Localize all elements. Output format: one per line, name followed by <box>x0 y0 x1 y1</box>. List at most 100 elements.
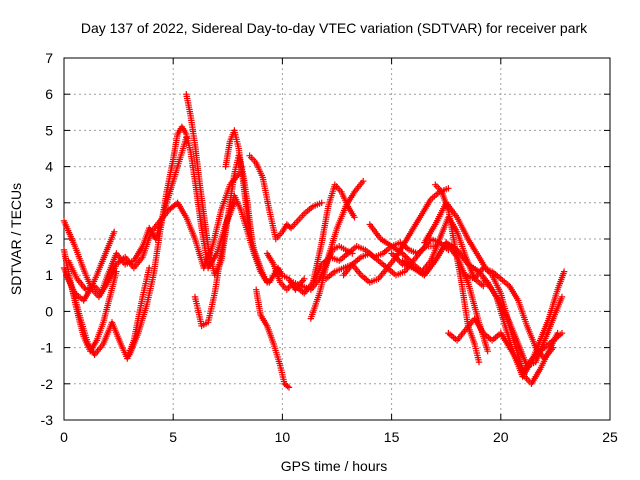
point-group <box>480 275 494 292</box>
point-group <box>200 210 212 248</box>
point-group <box>106 268 120 301</box>
point-group <box>253 286 264 317</box>
point-group <box>183 91 194 117</box>
y-tick-label: 1 <box>45 267 53 283</box>
point-group <box>191 293 205 327</box>
x-tick-label: 0 <box>60 429 68 445</box>
point-group <box>113 250 127 266</box>
point-group <box>170 158 183 185</box>
point-group <box>218 183 233 214</box>
point-group <box>357 251 371 261</box>
point-group <box>301 281 315 297</box>
point-group <box>550 329 566 344</box>
point-group <box>263 250 276 266</box>
x-tick-label: 15 <box>384 429 400 445</box>
point-group <box>301 204 315 217</box>
point-group <box>150 230 163 279</box>
point-group <box>488 272 503 295</box>
point-group <box>419 237 433 254</box>
point-group <box>541 344 557 362</box>
point-group <box>528 367 543 387</box>
point-group <box>399 250 416 266</box>
point-group <box>261 275 271 285</box>
point-group <box>307 277 322 293</box>
point-group <box>384 264 398 277</box>
point-group <box>506 319 521 346</box>
series-sat-o <box>309 181 358 286</box>
point-group <box>97 274 111 297</box>
point-group <box>497 275 511 288</box>
y-tick-label: -1 <box>41 340 54 356</box>
point-group <box>78 319 91 345</box>
point-group <box>421 223 438 246</box>
point-group <box>263 322 277 346</box>
point-group <box>388 243 404 256</box>
point-group <box>488 286 503 306</box>
point-group <box>523 322 539 349</box>
series-sat-v <box>432 181 483 366</box>
point-group <box>170 200 180 210</box>
point-group <box>259 174 273 212</box>
point-group <box>139 230 154 261</box>
point-group <box>325 227 340 261</box>
y-tick-label: -3 <box>41 412 54 428</box>
point-group <box>421 259 438 279</box>
point-group <box>87 274 99 293</box>
point-group <box>130 244 145 264</box>
point-group <box>458 279 471 327</box>
point-group <box>419 197 433 217</box>
series-sat-y <box>480 275 566 369</box>
point-group <box>209 209 224 250</box>
point-group <box>438 188 451 212</box>
point-group <box>139 264 153 301</box>
point-group <box>257 264 268 280</box>
point-group <box>176 134 190 163</box>
y-tick-labels: -3 -2 -1 0 1 2 3 4 5 6 7 <box>41 50 54 428</box>
point-group <box>331 181 343 194</box>
x-tick-label: 10 <box>275 429 291 445</box>
point-group <box>515 297 530 327</box>
point-group <box>170 132 181 163</box>
point-group <box>198 224 211 269</box>
point-group <box>231 192 244 212</box>
point-group <box>244 214 257 251</box>
point-group <box>445 206 458 248</box>
point-group <box>366 221 383 241</box>
point-group <box>309 199 325 210</box>
point-group <box>196 177 207 215</box>
point-group <box>497 329 512 349</box>
x-axis-label: GPS time / hours <box>281 458 388 474</box>
y-tick-label: 7 <box>45 50 53 66</box>
point-group <box>453 228 469 259</box>
point-group <box>554 268 568 293</box>
point-group <box>344 203 358 221</box>
point-group <box>471 340 483 366</box>
point-group <box>336 251 350 264</box>
point-group <box>143 274 157 308</box>
point-group <box>93 252 108 279</box>
x-tick-label: 5 <box>169 429 177 445</box>
point-group <box>436 216 451 243</box>
point-group <box>331 265 345 275</box>
point-group <box>307 292 322 322</box>
point-group <box>279 272 290 281</box>
point-group <box>239 177 251 219</box>
point-group <box>410 212 425 232</box>
point-group <box>270 340 283 367</box>
point-group <box>325 183 338 210</box>
point-group <box>91 342 106 358</box>
point-group <box>480 329 494 343</box>
point-group <box>432 241 449 264</box>
point-group <box>237 206 250 233</box>
point-group <box>235 145 246 183</box>
point-group <box>71 243 89 277</box>
point-group <box>349 255 363 268</box>
point-group <box>405 246 419 256</box>
point-group <box>130 255 145 272</box>
point-group <box>541 317 556 344</box>
point-group <box>163 158 176 196</box>
point-group <box>353 243 367 253</box>
point-group <box>545 288 561 322</box>
point-group <box>222 140 233 170</box>
point-group <box>270 261 283 284</box>
